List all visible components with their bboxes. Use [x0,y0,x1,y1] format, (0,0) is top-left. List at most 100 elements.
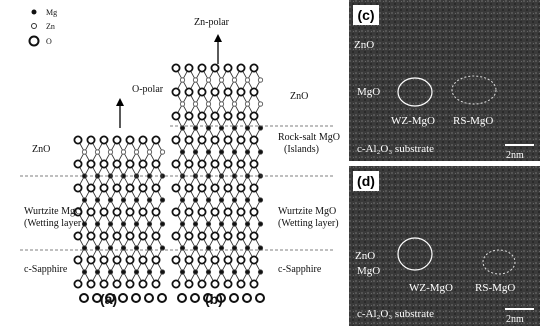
atom-drawing [108,246,112,250]
atom-drawing [211,280,218,287]
legend-mg [32,10,37,15]
atom-drawing [219,78,223,82]
atom-drawing [232,78,236,82]
atom-drawing [219,222,223,226]
arrowhead [116,98,124,106]
figure: Mg Zn O O-polar Zn-polar ZnO Wurtzite Mg… [0,0,540,326]
legend-text: O [46,37,52,46]
atom-drawing [256,294,264,302]
atom-drawing [87,280,94,287]
atom-drawing [245,246,249,250]
atom-drawing [250,88,257,95]
atom-drawing [224,280,231,287]
atom-drawing [147,270,151,274]
atom-drawing [139,232,146,239]
atom-drawing [230,294,238,302]
atom-drawing [87,256,94,263]
atom-drawing [250,160,257,167]
atom-drawing [250,64,257,71]
legend-text: Zn [46,22,55,31]
atom-drawing [147,198,151,202]
atom-drawing [224,184,231,191]
atom-drawing [134,198,138,202]
tem-panel-d: (d) ZnO MgO WZ-MgO RS-MgO c-Al₂O₃ substr… [349,166,540,326]
atom-drawing [185,64,192,71]
atom-drawing [108,198,112,202]
atom-drawing [232,246,236,250]
scale-bar-label: 2nm [506,150,524,161]
atom-drawing [232,198,236,202]
region-label: MgO [357,86,380,98]
atom-drawing [139,280,146,287]
atom-drawing [172,280,179,287]
atom-drawing [87,160,94,167]
atom-drawing [258,78,262,82]
atom-drawing [172,160,179,167]
atom-drawing [134,150,138,154]
atom-drawing [178,294,186,302]
atom-drawing [152,160,159,167]
atom-drawing [139,184,146,191]
atom-drawing [206,102,210,106]
atom-drawing [219,270,223,274]
atom-drawing [250,256,257,263]
atom-drawing [224,208,231,215]
atom-drawing [126,256,133,263]
atom-drawing [224,64,231,71]
atom-drawing [160,150,164,154]
atom-drawing [180,198,184,202]
atom-drawing [180,126,184,130]
atom-drawing [232,126,236,130]
layer-label: ZnO [32,144,50,155]
layer-label: (Wetting layer) [278,218,339,229]
atom-drawing [121,150,125,154]
atom-drawing [152,280,159,287]
atom-drawing [232,102,236,106]
atom-drawing [160,270,164,274]
region-label: MgO [357,265,380,277]
atom-drawing [185,136,192,143]
atom-drawing [245,198,249,202]
atom-drawing [132,294,140,302]
atom-drawing [95,198,99,202]
panel-label: (d) [357,173,375,189]
atom-drawing [250,208,257,215]
substrate-label: c-Al₂O₃ substrate [357,308,434,320]
atom-drawing [232,222,236,226]
atom-drawing [134,246,138,250]
atom-drawing [87,184,94,191]
atom-drawing [172,136,179,143]
atom-drawing [237,136,244,143]
lattice [74,64,264,302]
atom-drawing [193,78,197,82]
atom-drawing [219,102,223,106]
atom-drawing [258,102,262,106]
atom-drawing [160,246,164,250]
atom-drawing [126,208,133,215]
atom-drawing [95,246,99,250]
atom-drawing [180,78,184,82]
atom-drawing [172,64,179,71]
atom-drawing [198,64,205,71]
atom-drawing [100,160,107,167]
atom-drawing [237,160,244,167]
atom-drawing [224,112,231,119]
atom-drawing [193,126,197,130]
atom-drawing [258,270,262,274]
atom-drawing [113,136,120,143]
atom-drawing [74,232,81,239]
atom-drawing [152,184,159,191]
atom-drawing [121,246,125,250]
atom-drawing [193,198,197,202]
atom-drawing [206,270,210,274]
atom-drawing [126,160,133,167]
polarity: O-polar [132,84,164,95]
region-label: WZ-MgO [391,115,435,127]
atom-drawing [206,78,210,82]
legend-o [30,37,39,46]
region-label: ZnO [354,39,374,51]
atom-drawing [224,88,231,95]
atom-drawing [145,294,153,302]
layer-label: (Islands) [284,144,319,155]
atom-drawing [95,270,99,274]
